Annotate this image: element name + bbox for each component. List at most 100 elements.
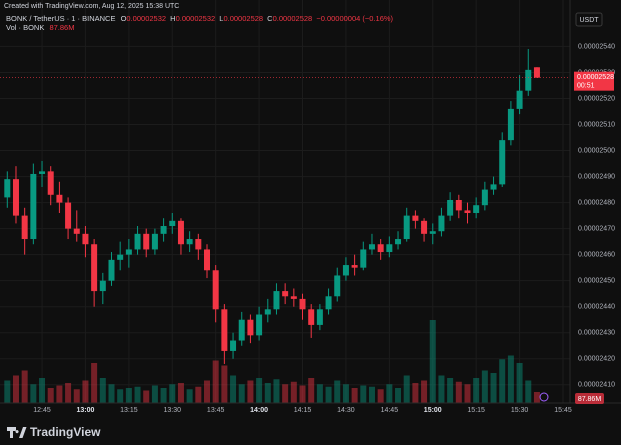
candle-body: [438, 215, 445, 232]
volume-bar: [403, 375, 410, 403]
volume-bar: [186, 389, 193, 403]
volume-bar: [238, 384, 245, 403]
currency-button[interactable]: [575, 12, 603, 27]
x-tick-label: 12:45: [33, 407, 51, 414]
volume-bar: [533, 392, 540, 403]
volume-bar: [47, 388, 54, 403]
x-tick-label: 14:00: [250, 407, 268, 414]
candle-body: [386, 244, 393, 253]
candle-body: [325, 296, 332, 310]
candle-body: [282, 291, 289, 297]
volume-bar: [56, 385, 63, 403]
candle-body: [30, 173, 37, 240]
candle-body: [117, 254, 124, 260]
volume-bar: [525, 380, 532, 403]
x-tick-label: 15:15: [467, 407, 485, 414]
x-tick-label: 14:30: [337, 407, 355, 414]
volume-bar: [82, 380, 89, 403]
x-tick-label: 14:45: [381, 407, 399, 414]
x-tick-label: 15:00: [424, 407, 442, 414]
volume-bar: [334, 380, 341, 403]
y-tick-label: 0.00002420: [578, 356, 615, 363]
volume-bar: [325, 386, 332, 403]
volume-bar: [195, 386, 202, 403]
y-tick-label: 0.00002470: [578, 225, 615, 232]
volume-bar: [21, 370, 28, 403]
candle-body: [429, 231, 436, 234]
volume-bar: [204, 380, 211, 403]
candle-body: [299, 298, 306, 310]
volume-axis-label: 87.86M: [578, 396, 602, 403]
candle-body: [342, 265, 349, 276]
volume-bar: [117, 389, 124, 403]
last-price-box: [574, 71, 614, 91]
change: −0.00000004 (−0.16%): [316, 14, 393, 23]
y-tick-label: 0.00002540: [578, 43, 615, 50]
volume-bar: [151, 385, 158, 403]
candle-body: [473, 205, 480, 214]
currency[interactable]: USDT: [579, 17, 599, 24]
candle-body: [377, 244, 384, 253]
candle-body: [65, 202, 72, 229]
candle-body: [533, 67, 540, 78]
volume-bar: [247, 380, 254, 403]
candle-body: [143, 233, 150, 250]
candle-body: [507, 108, 514, 141]
candle-body: [160, 226, 167, 234]
candle-body: [412, 215, 419, 221]
volume-axis-label-box: [575, 393, 604, 404]
candle-body: [204, 249, 211, 271]
volume-bar: [65, 383, 72, 403]
volume-bar: [30, 384, 37, 403]
volume-bar: [464, 384, 471, 403]
volume-bar: [308, 378, 315, 403]
c-label: C: [267, 14, 273, 23]
y-tick-label: 0.00002480: [578, 199, 615, 206]
volume-bar: [447, 378, 454, 403]
candle-body: [316, 309, 323, 325]
axes: 0.00002410 0.00002420 0.00002430 0.00002440…: [33, 43, 615, 414]
y-tick-label: 0.00002510: [578, 121, 615, 128]
volume-bar: [282, 384, 289, 403]
volume-bar: [351, 388, 358, 403]
candle-body: [447, 199, 454, 216]
volume-bar: [264, 383, 271, 403]
volume-label: Vol · BONK: [6, 23, 44, 32]
volume-bar: [12, 375, 19, 403]
candle-body: [134, 233, 141, 250]
volume-bar: [342, 384, 349, 403]
volume-bar: [273, 379, 280, 403]
candle-body: [82, 233, 89, 245]
o-value: 0.00002532: [126, 14, 166, 23]
candle-body: [21, 215, 28, 240]
candle-body: [464, 210, 471, 214]
candle-body: [186, 239, 193, 245]
volume-value: 87.86M: [49, 23, 74, 32]
candle-body: [247, 319, 254, 336]
candle-body: [125, 249, 132, 255]
y-tick-label: 0.00002490: [578, 173, 615, 180]
candle-body: [151, 233, 158, 250]
volume-bar: [99, 378, 106, 403]
volume-bar: [429, 320, 436, 403]
x-tick-label: 13:15: [120, 407, 138, 414]
legend: BONK / TetherUS · 1 · BINANCE O0.0000253…: [6, 14, 394, 23]
candle-body: [481, 189, 488, 206]
candle-body: [308, 309, 315, 325]
volume-bar: [256, 378, 263, 403]
volume-bar: [490, 373, 497, 403]
y-tick-label: 0.00002450: [578, 278, 615, 285]
brand: TradingView: [30, 425, 101, 439]
volume-bar: [230, 375, 237, 403]
candle-body: [177, 220, 184, 245]
h-value: 0.00002532: [176, 14, 216, 23]
candle-body: [91, 244, 98, 292]
event-icon[interactable]: [539, 392, 549, 402]
candle-body: [421, 220, 428, 234]
candle-body: [169, 220, 176, 227]
candle-body: [238, 319, 245, 341]
price-pane: [0, 49, 570, 364]
candle-body: [334, 275, 341, 297]
volume-bar: [108, 384, 115, 403]
